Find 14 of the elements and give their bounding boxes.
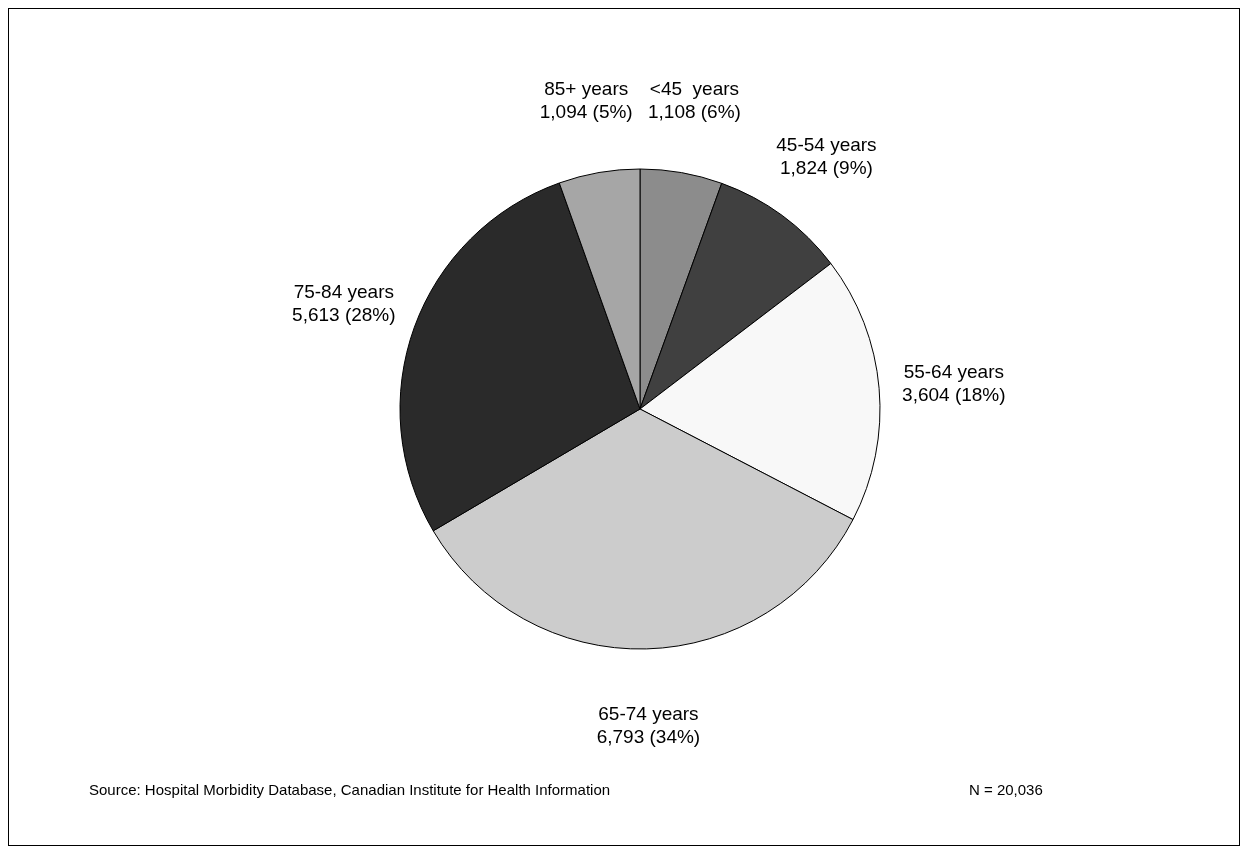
data-label: 3,604 (18%) [902, 383, 1006, 405]
text: N = 20,036 [969, 781, 1043, 798]
data-label: 6,793 (34%) [596, 725, 701, 747]
data-label: 1,094 (5%) [539, 100, 633, 122]
slice-label: 65-74 years [598, 703, 699, 725]
slice-label: <45 years [649, 77, 740, 99]
slice-label: 45-54 years [776, 134, 877, 156]
data-label: 1,108 (6%) [647, 100, 741, 122]
slice-label: 75-84 years [293, 280, 395, 302]
slice-label: 55-64 years [903, 361, 1004, 383]
data-label: 1,824 (9%) [779, 157, 873, 179]
slice-label: 85+ years [544, 77, 629, 99]
data-label: 5,613 (28%) [292, 303, 396, 325]
source-note: Source: Hospital Morbidity Database, Canadian Institute for Health Information [89, 781, 611, 798]
